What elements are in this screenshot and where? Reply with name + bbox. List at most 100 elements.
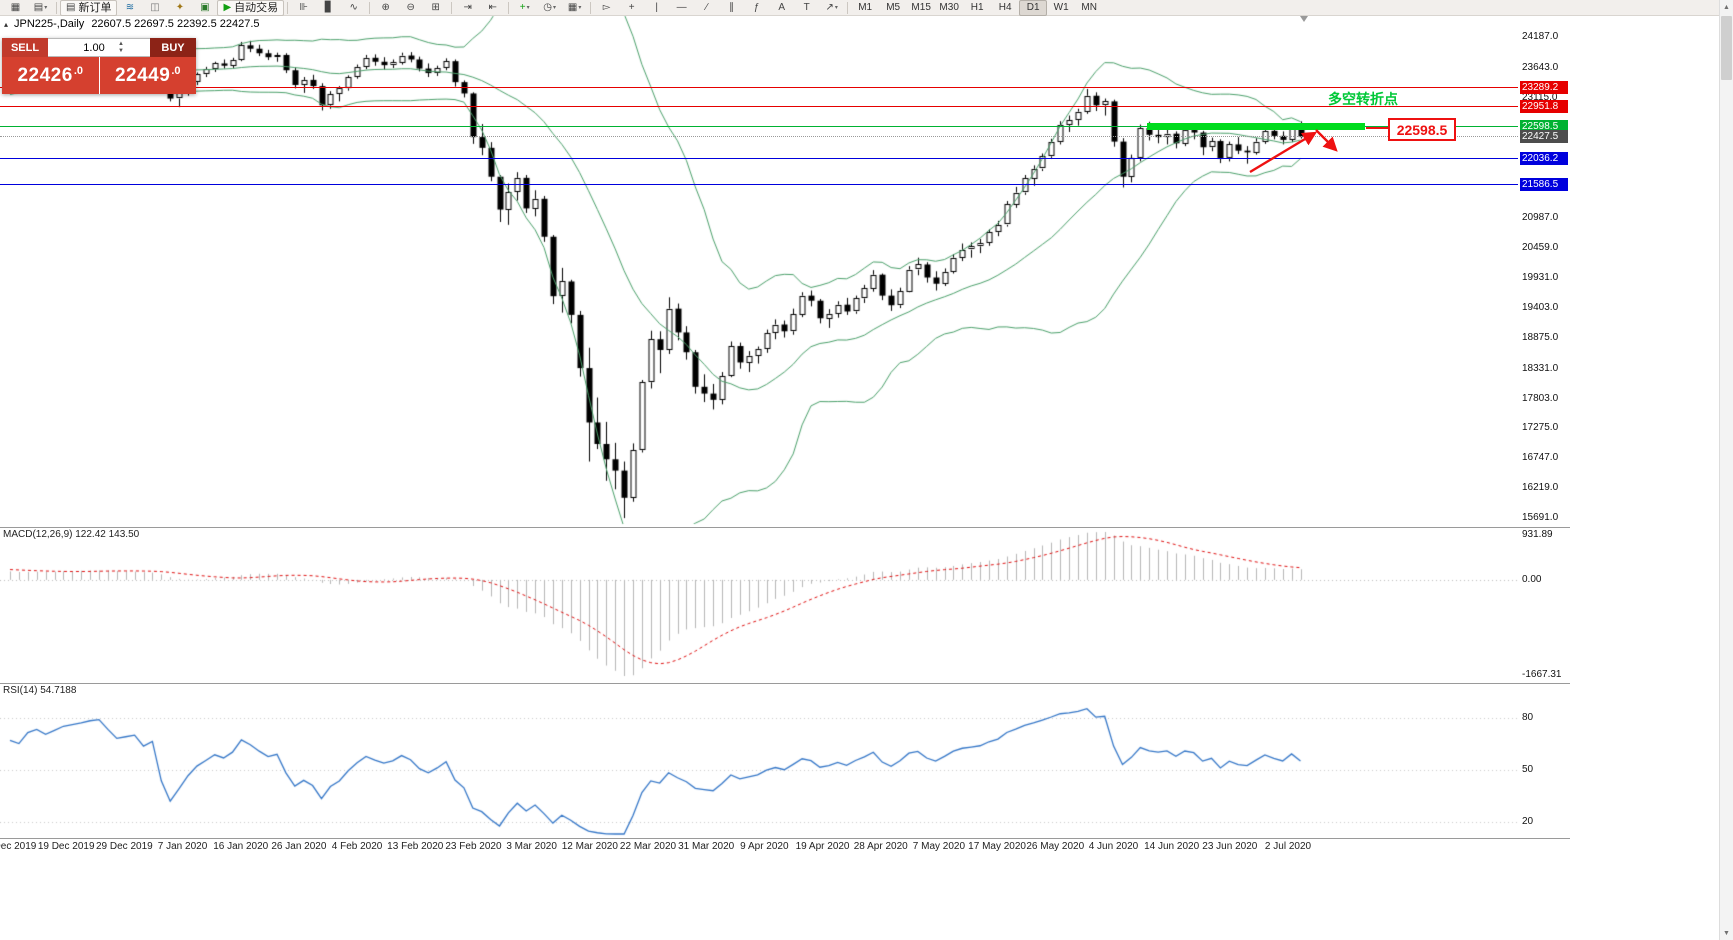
dropdown-caret-icon: ▾ — [834, 4, 838, 11]
scroll-down-icon[interactable]: ▼ — [1723, 929, 1730, 937]
chart-title: JPN225-,Daily 22607.5 22697.5 22392.5 224… — [14, 18, 260, 30]
data-window-icon: ◫ — [150, 1, 160, 13]
terminal-icon: ▣ — [200, 1, 210, 13]
new-chart-icon: ▦ — [10, 1, 21, 13]
ohlc-values: 22607.5 22697.5 22392.5 22427.5 — [91, 18, 260, 30]
horizontal-line-button[interactable]: ― — [669, 0, 694, 16]
auto-trading-icon: ▶ — [223, 1, 232, 13]
timeframe-w1-button[interactable]: W1 — [1053, 1, 1069, 13]
trendline-icon: ∕ — [705, 1, 708, 13]
candlestick-chart-icon: ▊ — [324, 1, 333, 13]
dropdown-caret-icon: ▾ — [526, 4, 530, 11]
auto-scroll-icon: ⇥ — [463, 1, 472, 13]
arrows-icon: ↗ — [825, 1, 834, 13]
new-chart-button[interactable]: ▦ — [3, 0, 28, 16]
buy-price-button[interactable]: 22449 .0 — [98, 57, 197, 94]
arrows-button[interactable]: ↗ ▾ — [819, 0, 844, 16]
toolbar-separator — [451, 1, 453, 14]
toolbar-separator — [56, 1, 57, 14]
trade-prices: 22426 .0 22449 .0 — [2, 57, 196, 94]
market-watch-icon: ≋ — [125, 1, 135, 13]
templates-icon: ▦ — [567, 1, 578, 13]
timeframe-m1-button[interactable]: M1 — [858, 1, 873, 13]
toolbar: ▦ ▤ ▾ ▤ 新订单 ≋ ◫ ✦ ▣ ▶ 自动交易 ⊪ ▊ ∿ ⊕ ⊖ ⊞ ⇥ ⇤ + ▾ ◷ ▾ ▦ ▾ ▻ + | ― ∕ ∥ ƒ A T ↗… — [0, 0, 1733, 16]
timeframe-m15-button[interactable]: M15 — [911, 1, 931, 13]
timeframe-h1-button[interactable]: H1 — [970, 1, 984, 13]
candlestick-chart-button[interactable]: ▊ — [316, 0, 341, 16]
timeframe-h4-button[interactable]: H4 — [998, 1, 1012, 13]
scrollbar-thumb[interactable] — [1721, 16, 1732, 80]
terminal-button[interactable]: ▣ — [192, 0, 217, 16]
new-order-button-label: 新订单 — [78, 1, 112, 14]
timeframe-d1-button[interactable]: D1 — [1019, 0, 1048, 16]
profiles-button[interactable]: ▤ ▾ — [28, 0, 53, 16]
volume-input[interactable] — [72, 41, 116, 54]
dropdown-caret-icon: ▾ — [44, 4, 48, 11]
label-button[interactable]: T — [794, 0, 819, 16]
vertical-scrollbar[interactable]: ▲ ▼ — [1719, 0, 1733, 940]
fibonacci-icon: ƒ — [753, 1, 760, 13]
one-click-panel-toggle-icon[interactable]: ▴ — [4, 20, 9, 29]
new-order-button[interactable]: ▤ 新订单 — [60, 0, 118, 16]
templates-button[interactable]: ▦ ▾ — [562, 0, 587, 16]
line-chart-button[interactable]: ∿ — [341, 0, 366, 16]
tile-windows-button[interactable]: ⊞ — [423, 0, 448, 16]
chart-shift-button[interactable]: ⇤ — [480, 0, 505, 16]
volume-increase-icon[interactable]: ▲ — [118, 40, 124, 47]
navigator-button[interactable]: ✦ — [167, 0, 192, 16]
label-icon: T — [803, 1, 810, 13]
dropdown-caret-icon: ▾ — [578, 4, 582, 11]
zoom-out-button[interactable]: ⊖ — [398, 0, 423, 16]
chart-shift-icon: ⇤ — [488, 1, 497, 13]
volume-decrease-icon[interactable]: ▼ — [118, 47, 124, 54]
buy-button[interactable]: BUY — [150, 38, 196, 57]
periods-icon: ◷ — [543, 1, 553, 13]
auto-trading-button-label: 自动交易 — [234, 1, 279, 14]
scroll-up-icon[interactable]: ▲ — [1723, 3, 1730, 11]
market-watch-button[interactable]: ≋ — [117, 0, 142, 16]
zoom-in-button[interactable]: ⊕ — [373, 0, 398, 16]
timeframe-m30-button[interactable]: M30 — [939, 1, 959, 13]
tile-windows-icon: ⊞ — [431, 1, 440, 13]
toolbar-separator — [287, 1, 289, 14]
data-window-button[interactable]: ◫ — [142, 0, 167, 16]
channel-icon: ∥ — [729, 1, 735, 13]
auto-trading-button[interactable]: ▶ 自动交易 — [217, 0, 285, 16]
vertical-line-button[interactable]: | — [644, 0, 669, 16]
indicators-button[interactable]: + ▾ — [512, 0, 537, 16]
bar-chart-button[interactable]: ⊪ — [291, 0, 316, 16]
crosshair-button[interactable]: + — [619, 0, 644, 16]
new-order-icon: ▤ — [66, 1, 76, 13]
horizontal-line-icon: ― — [676, 1, 687, 13]
timeframe-m5-button[interactable]: M5 — [886, 1, 901, 13]
timeframe-mn-button[interactable]: MN — [1081, 1, 1097, 13]
channel-button[interactable]: ∥ — [719, 0, 744, 16]
zoom-in-icon: ⊕ — [381, 1, 390, 13]
sell-price-button[interactable]: 22426 .0 — [17, 64, 84, 86]
toolbar-separator — [590, 1, 592, 14]
line-chart-icon: ∿ — [349, 1, 358, 13]
zoom-out-icon: ⊖ — [406, 1, 415, 13]
trendline-button[interactable]: ∕ — [694, 0, 719, 16]
periods-button[interactable]: ◷ ▾ — [537, 0, 562, 16]
text-icon: A — [778, 1, 785, 13]
auto-scroll-button[interactable]: ⇥ — [455, 0, 480, 16]
toolbar-separator — [847, 1, 849, 14]
vertical-line-icon: | — [655, 1, 658, 13]
cursor-icon: ▻ — [602, 1, 611, 13]
sell-price: 22426 — [17, 64, 73, 86]
buy-price: 22449 — [114, 64, 171, 86]
toolbar-separator — [369, 1, 371, 14]
one-click-trading-panel: SELL ▲ ▼ BUY 22426 .0 22449 .0 — [2, 38, 196, 94]
fibonacci-button[interactable]: ƒ — [744, 0, 769, 16]
sell-button[interactable]: SELL — [2, 38, 48, 57]
volume-box: ▲ ▼ — [48, 38, 150, 57]
dropdown-caret-icon: ▾ — [553, 4, 557, 11]
text-button[interactable]: A — [769, 0, 794, 16]
cursor-button[interactable]: ▻ — [594, 0, 619, 16]
navigator-icon: ✦ — [175, 1, 185, 13]
symbol-period-label: JPN225-,Daily — [14, 18, 85, 30]
